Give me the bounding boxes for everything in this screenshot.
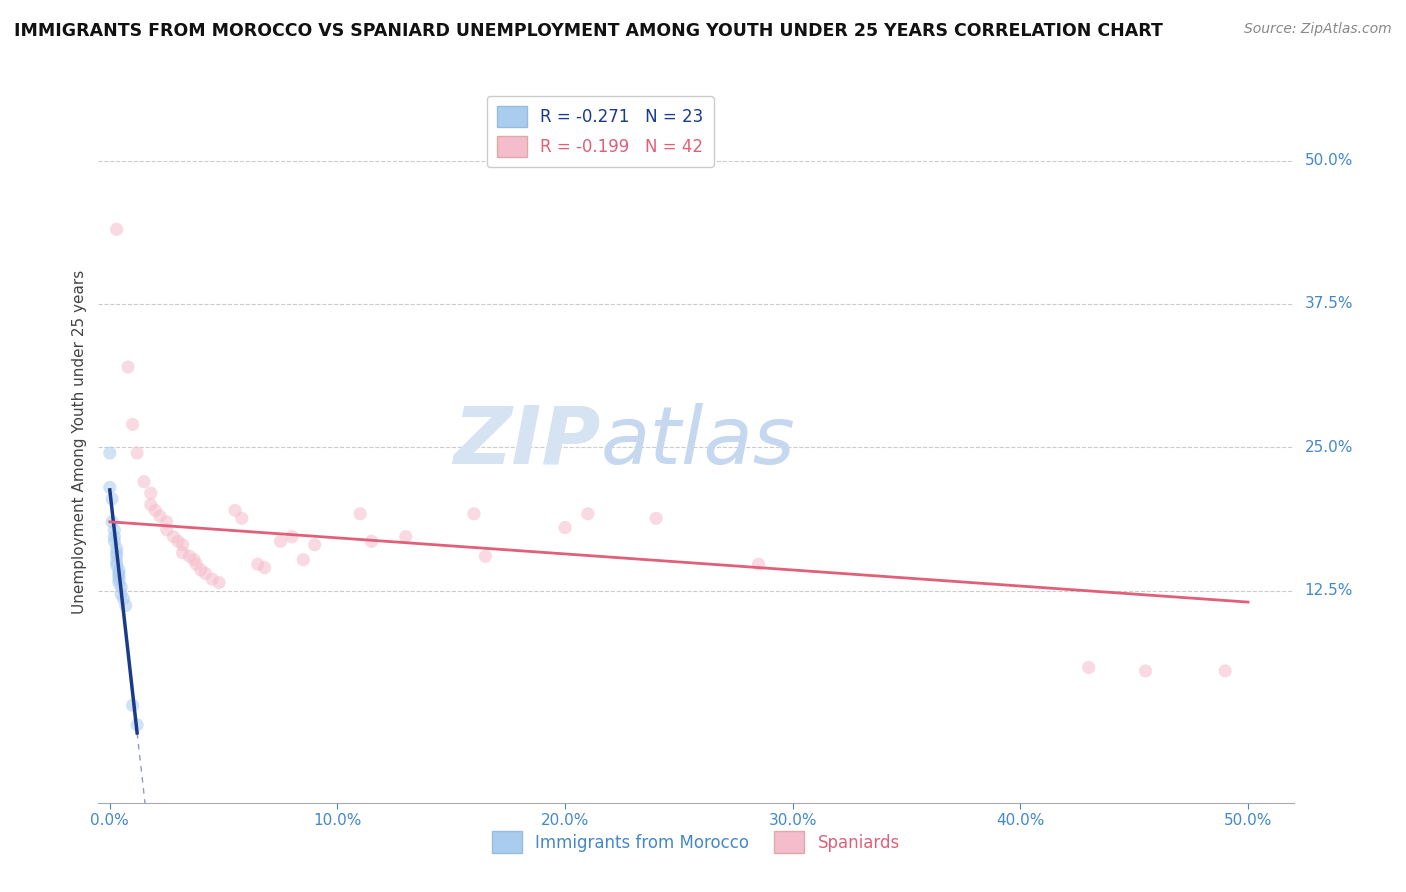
Point bbox=[139, 486, 162, 500]
Point bbox=[162, 530, 184, 544]
Point bbox=[121, 698, 143, 713]
Point bbox=[463, 507, 485, 521]
Point bbox=[190, 563, 212, 577]
Point bbox=[98, 446, 121, 460]
Point bbox=[103, 534, 125, 549]
Point bbox=[270, 534, 292, 549]
Text: Source: ZipAtlas.com: Source: ZipAtlas.com bbox=[1244, 22, 1392, 37]
Point bbox=[194, 566, 217, 581]
Text: 50.0%: 50.0% bbox=[1305, 153, 1353, 168]
Text: IMMIGRANTS FROM MOROCCO VS SPANIARD UNEMPLOYMENT AMONG YOUTH UNDER 25 YEARS CORR: IMMIGRANTS FROM MOROCCO VS SPANIARD UNEM… bbox=[14, 22, 1163, 40]
Point bbox=[281, 530, 304, 544]
Point bbox=[98, 480, 121, 494]
Point bbox=[105, 555, 128, 569]
Point bbox=[103, 530, 125, 544]
Point bbox=[201, 572, 224, 586]
Point bbox=[105, 549, 128, 564]
Point bbox=[112, 591, 135, 606]
Point bbox=[110, 587, 132, 601]
Point bbox=[645, 511, 668, 525]
Point bbox=[105, 546, 128, 560]
Y-axis label: Unemployment Among Youth under 25 years: Unemployment Among Youth under 25 years bbox=[72, 269, 87, 614]
Point bbox=[292, 552, 315, 566]
Point bbox=[304, 538, 326, 552]
Legend: Immigrants from Morocco, Spaniards: Immigrants from Morocco, Spaniards bbox=[485, 825, 907, 860]
Point bbox=[108, 572, 131, 586]
Point bbox=[101, 515, 124, 529]
Point bbox=[554, 520, 576, 534]
Point bbox=[101, 491, 124, 506]
Point bbox=[156, 523, 179, 537]
Point bbox=[149, 509, 172, 524]
Text: 25.0%: 25.0% bbox=[1305, 440, 1353, 455]
Point bbox=[139, 498, 162, 512]
Text: ZIP: ZIP bbox=[453, 402, 600, 481]
Point bbox=[253, 560, 276, 574]
Text: 12.5%: 12.5% bbox=[1305, 583, 1353, 599]
Point bbox=[231, 511, 253, 525]
Text: atlas: atlas bbox=[600, 402, 796, 481]
Point bbox=[172, 538, 194, 552]
Point bbox=[167, 534, 190, 549]
Point bbox=[576, 507, 599, 521]
Point bbox=[105, 558, 128, 573]
Point bbox=[172, 546, 194, 560]
Point bbox=[108, 563, 131, 577]
Text: 37.5%: 37.5% bbox=[1305, 296, 1353, 311]
Point bbox=[108, 575, 131, 590]
Point bbox=[127, 718, 149, 732]
Point bbox=[103, 523, 125, 537]
Point bbox=[143, 503, 166, 517]
Point bbox=[127, 446, 149, 460]
Point bbox=[179, 549, 201, 564]
Point bbox=[1213, 664, 1236, 678]
Point bbox=[105, 222, 128, 236]
Point bbox=[246, 558, 269, 572]
Point bbox=[208, 575, 231, 590]
Point bbox=[108, 568, 131, 582]
Point bbox=[186, 558, 208, 572]
Point bbox=[1135, 664, 1157, 678]
Point bbox=[474, 549, 496, 564]
Point bbox=[132, 475, 155, 489]
Point bbox=[360, 534, 382, 549]
Point bbox=[110, 580, 132, 594]
Point bbox=[1077, 660, 1099, 674]
Point bbox=[349, 507, 371, 521]
Point bbox=[108, 566, 131, 581]
Point bbox=[183, 552, 205, 566]
Point bbox=[748, 558, 770, 572]
Point bbox=[105, 541, 128, 556]
Point bbox=[156, 515, 179, 529]
Point bbox=[395, 530, 418, 544]
Point bbox=[114, 599, 136, 613]
Point bbox=[224, 503, 246, 517]
Point bbox=[117, 359, 139, 374]
Point bbox=[121, 417, 143, 432]
